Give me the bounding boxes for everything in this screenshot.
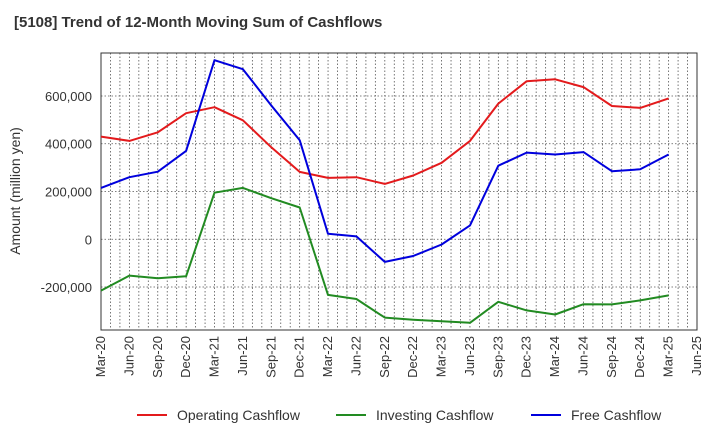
x-tick-label: Mar-25 — [661, 336, 676, 377]
y-axis-label: Amount (million yen) — [7, 127, 23, 255]
x-tick-label: Mar-23 — [434, 336, 449, 377]
y-tick-label: 400,000 — [45, 137, 92, 152]
legend-label: Operating Cashflow — [177, 407, 300, 423]
legend-item: Investing Cashflow — [336, 404, 494, 426]
x-tick-label: Jun-23 — [462, 336, 477, 376]
axes — [100, 52, 698, 331]
x-tick-label: Mar-24 — [547, 336, 562, 377]
series-lines — [100, 59, 670, 324]
x-tick-label: Jun-20 — [121, 336, 136, 376]
x-tick-label: Jun-21 — [235, 336, 250, 376]
legend-label: Investing Cashflow — [376, 407, 494, 423]
legend-item: Free Cashflow — [531, 404, 661, 426]
x-tick-label: Dec-24 — [632, 336, 647, 378]
x-tick-label: Dec-22 — [405, 336, 420, 378]
x-tick-label: Sep-20 — [150, 336, 165, 378]
y-tick-label: 200,000 — [45, 185, 92, 200]
y-tick-label: 600,000 — [45, 89, 92, 104]
series-line — [100, 59, 670, 263]
x-tick-label: Mar-22 — [320, 336, 335, 377]
x-tick-label: Jun-24 — [575, 336, 590, 376]
x-tick-label: Dec-21 — [292, 336, 307, 378]
y-tick-label: -200,000 — [41, 280, 92, 295]
x-tick-label: Sep-22 — [377, 336, 392, 378]
x-tick-labels: Mar-20 Jun-20 Sep-20 Dec-20 Mar-21 Jun-21 Sep-… — [93, 336, 704, 378]
series-line — [100, 78, 669, 185]
x-tick-label: Dec-23 — [519, 336, 534, 378]
x-tick-label: Sep-21 — [263, 336, 278, 378]
x-tick-label: Mar-20 — [93, 336, 108, 377]
legend-item: Operating Cashflow — [137, 404, 300, 426]
x-tick-label: Jun-25 — [689, 336, 704, 376]
legend-swatch — [531, 414, 561, 416]
legend: Operating Cashflow Investing Cashflow Free… — [0, 404, 720, 426]
legend-swatch — [336, 414, 366, 416]
x-tick-label: Sep-23 — [490, 336, 505, 378]
x-tick-label: Dec-20 — [178, 336, 193, 378]
x-tick-label: Mar-21 — [207, 336, 222, 377]
legend-swatch — [137, 414, 167, 416]
chart-title: [5108] Trend of 12-Month Moving Sum of C… — [14, 14, 383, 31]
x-tick-label: Jun-22 — [348, 336, 363, 376]
y-tick-label: 0 — [85, 232, 92, 247]
x-tick-label: Sep-24 — [604, 336, 619, 378]
y-tick-labels: -200,000 0 200,000 400,000 600,000 — [41, 89, 92, 295]
legend-label: Free Cashflow — [571, 407, 662, 423]
plot-frame — [100, 52, 698, 331]
series-line — [100, 186, 669, 324]
grid — [101, 53, 697, 330]
